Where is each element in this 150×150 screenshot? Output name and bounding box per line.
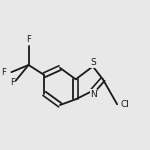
Text: F: F — [26, 34, 31, 43]
Text: F: F — [2, 68, 6, 77]
Text: S: S — [90, 58, 96, 67]
Text: F: F — [10, 78, 15, 87]
Text: N: N — [90, 90, 97, 99]
Text: Cl: Cl — [121, 100, 130, 109]
